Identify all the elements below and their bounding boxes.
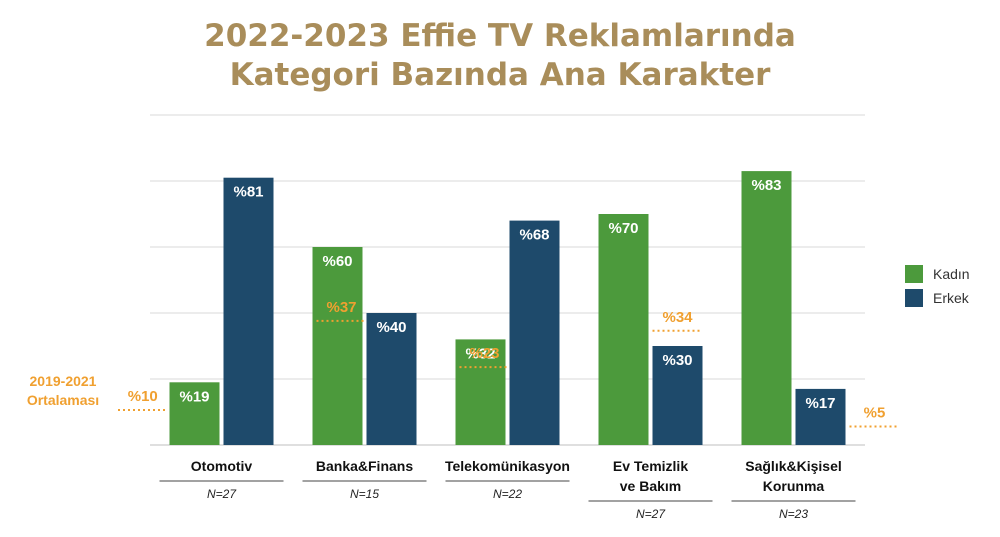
data-label-erkek-2: %68 <box>519 227 549 244</box>
category-n-2: N=22 <box>493 487 522 501</box>
category-n-3: N=27 <box>636 507 666 521</box>
chart-title-line-2: Kategori Bazında Ana Karakter <box>229 57 771 93</box>
average-legend-line-1: 2019-2021 <box>30 373 97 389</box>
bar-kadin-0 <box>169 382 220 445</box>
data-label-erkek-4: %17 <box>805 395 835 412</box>
data-label-erkek-3: %30 <box>662 352 692 369</box>
legend-swatch-kadin <box>905 265 923 283</box>
data-label-erkek-1: %40 <box>376 319 406 336</box>
bar-erkek-0 <box>223 177 274 445</box>
average-label-4: %5 <box>864 405 886 422</box>
category-label-2-0: Telekomünikasyon <box>445 458 570 474</box>
legend-label-erkek: Erkek <box>933 290 969 306</box>
bar-kadin-4 <box>741 171 792 445</box>
category-n-1: N=15 <box>350 487 379 501</box>
data-label-erkek-0: %81 <box>233 184 263 201</box>
average-label-3: %34 <box>662 309 693 326</box>
data-label-kadin-0: %19 <box>179 388 209 405</box>
category-label-0-0: Otomotiv <box>191 458 253 474</box>
bar-erkek-3 <box>652 346 703 445</box>
chart-title-line-1: 2022-2023 Effie TV Reklamlarında <box>204 18 796 54</box>
legend-item-kadin: Kadın <box>905 262 970 286</box>
category-n-0: N=27 <box>207 487 237 501</box>
data-label-kadin-2: %32 <box>465 345 495 362</box>
legend: Kadın Erkek <box>905 262 970 310</box>
category-n-4: N=23 <box>779 507 808 521</box>
category-label-3-1: ve Bakım <box>620 478 681 494</box>
data-label-kadin-1: %60 <box>322 253 352 270</box>
average-label-1: %37 <box>326 299 356 316</box>
average-legend-line-2: Ortalaması <box>27 392 99 408</box>
data-label-kadin-4: %83 <box>751 177 781 194</box>
category-label-1-0: Banka&Finans <box>316 458 413 474</box>
data-label-kadin-3: %70 <box>608 220 638 237</box>
bar-erkek-4 <box>795 388 846 445</box>
bar-erkek-1 <box>366 313 417 445</box>
category-label-4-0: Sağlık&Kişisel <box>745 458 842 474</box>
bar-erkek-2 <box>509 220 560 445</box>
average-label-2: %23 <box>469 345 499 362</box>
legend-label-kadin: Kadın <box>933 266 970 282</box>
category-label-4-1: Korunma <box>763 478 825 494</box>
average-label-0: %10 <box>128 388 158 405</box>
bar-kadin-1 <box>312 247 363 445</box>
category-label-3-0: Ev Temizlik <box>613 458 688 474</box>
legend-swatch-erkek <box>905 289 923 307</box>
bar-kadin-3 <box>598 214 649 445</box>
bar-kadin-2 <box>455 339 506 445</box>
legend-item-erkek: Erkek <box>905 286 970 310</box>
